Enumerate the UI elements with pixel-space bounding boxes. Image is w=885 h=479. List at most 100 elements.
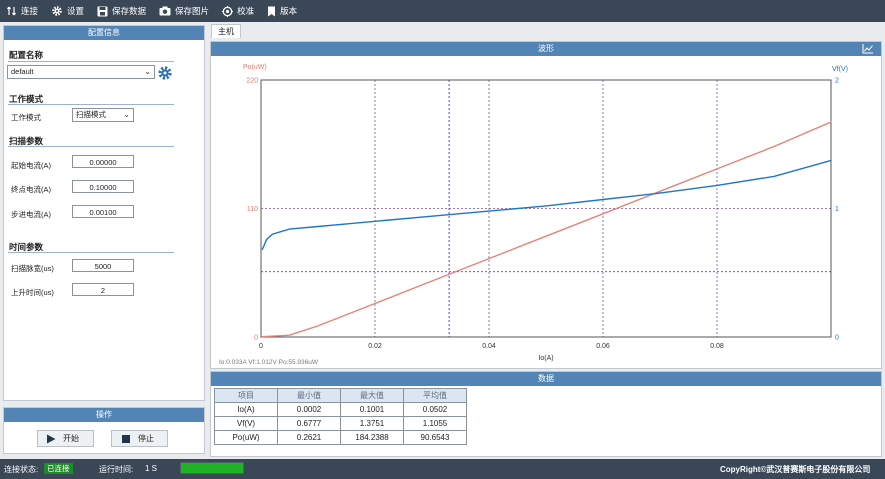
y-left-tick-label: 110 xyxy=(247,206,258,213)
config-name-select[interactable]: default ⌄ xyxy=(7,65,155,79)
operation-panel-header: 操作 xyxy=(4,408,204,422)
stats-table: 项目 最小值 最大值 平均值 Io(A) 0.0002 0.1001 0.050… xyxy=(214,388,467,445)
start-current-label: 起始电流(A) xyxy=(11,161,51,170)
chevron-down-icon: ⌄ xyxy=(144,67,151,76)
runtime-label: 运行时间: xyxy=(99,465,134,474)
table-cell: 0.6777 xyxy=(277,416,341,431)
camera-icon xyxy=(159,6,171,16)
table-cell: 0.0502 xyxy=(403,402,467,417)
config-panel: 配置信息 xyxy=(3,25,205,401)
progress-fill xyxy=(181,463,243,473)
table-cell: 1.3751 xyxy=(340,416,404,431)
connect-button[interactable]: 连接 xyxy=(0,0,44,22)
table-row: Vf(V) 0.6777 1.3751 1.1055 xyxy=(214,416,467,431)
y-left-tick-label: 220 xyxy=(246,78,258,85)
mode-select[interactable]: 扫描模式 ⌄ xyxy=(72,108,134,122)
step-current-label: 步进电流(A) xyxy=(11,210,51,219)
stop-button[interactable]: 停止 xyxy=(111,430,168,447)
table-cell: 90.6543 xyxy=(403,430,467,445)
start-label: 开始 xyxy=(63,434,79,443)
operation-panel: 操作 xyxy=(3,407,205,454)
table-row: Po(uW) 0.2621 184.2388 90.6543 xyxy=(214,430,467,445)
gear-icon xyxy=(52,6,62,16)
table-cell: Vf(V) xyxy=(214,416,278,431)
x-tick-label: 0.02 xyxy=(368,343,382,350)
save-data-label: 保存数据 xyxy=(112,6,147,16)
step-current-input[interactable]: 0.00100 xyxy=(72,205,134,218)
settings-label: 设置 xyxy=(67,6,85,16)
save-data-button[interactable]: 保存数据 xyxy=(90,0,152,22)
config-name-value: default xyxy=(11,67,34,76)
column-header: 项目 xyxy=(214,388,278,403)
waveform-title: 波形 xyxy=(538,44,554,53)
table-cell: Po(uW) xyxy=(214,430,278,445)
x-tick-label: 0.06 xyxy=(596,343,610,350)
y-left-tick-label: 0 xyxy=(254,335,258,342)
bookmark-icon xyxy=(268,6,276,16)
mode-label: 工作模式 xyxy=(11,113,41,122)
version-label: 版本 xyxy=(280,6,298,16)
connect-label: 连接 xyxy=(21,6,39,16)
stop-label: 停止 xyxy=(138,434,154,443)
toolbar: 连接 设置 保存数据 保存图片 校准 版本 xyxy=(0,0,885,22)
config-gear-button[interactable] xyxy=(157,65,173,81)
stop-icon xyxy=(122,434,130,443)
pulse-width-label: 扫描脉宽(us) xyxy=(11,264,54,273)
pulse-width-input[interactable]: 5000 xyxy=(72,259,134,272)
mode-title: 工作模式 xyxy=(9,94,44,104)
version-button[interactable]: 版本 xyxy=(260,0,303,22)
y-right-axis-label: Vf(V) xyxy=(832,66,848,73)
y-right-tick-label: 1 xyxy=(835,206,839,213)
status-bar: 连接状态: 已连接 运行时间: 1 S CopyRight©武汉普赛斯电子股份有… xyxy=(0,459,885,479)
mode-value: 扫描模式 xyxy=(76,110,106,119)
po-series-line xyxy=(262,121,832,338)
table-cell: Io(A) xyxy=(214,402,278,417)
table-cell: 1.1055 xyxy=(403,416,467,431)
table-cell: 0.1001 xyxy=(340,402,404,417)
cursor-readout: Io:0.033A Vf:1.012V Po:55.936uW xyxy=(219,359,319,366)
target-icon xyxy=(222,5,234,17)
chart-icon-button[interactable] xyxy=(862,43,874,54)
play-icon xyxy=(47,434,56,443)
save-image-label: 保存图片 xyxy=(175,6,210,16)
calibrate-button[interactable]: 校准 xyxy=(215,0,260,22)
end-current-label: 终点电流(A) xyxy=(11,185,51,194)
time-params-title: 时间参数 xyxy=(9,242,44,252)
rise-time-input[interactable]: 2 xyxy=(72,283,134,296)
save-icon xyxy=(97,6,108,16)
config-name-title: 配置名称 xyxy=(9,50,44,60)
x-tick-label: 0.08 xyxy=(710,343,724,350)
table-header-row: 项目 最小值 最大值 平均值 xyxy=(214,388,467,403)
end-current-input[interactable]: 0.10000 xyxy=(72,180,134,193)
start-current-input[interactable]: 0.00000 xyxy=(72,155,134,168)
divider xyxy=(8,61,174,62)
column-header: 最小值 xyxy=(277,388,341,403)
data-panel-header: 数据 xyxy=(211,372,881,386)
scan-params-title: 扫描参数 xyxy=(9,136,44,146)
vf-series-line xyxy=(261,159,832,251)
gear-icon xyxy=(158,66,172,80)
config-panel-header: 配置信息 xyxy=(4,26,204,40)
start-button[interactable]: 开始 xyxy=(37,430,94,447)
tab-main[interactable]: 主机 xyxy=(211,24,241,38)
x-tick-label: 0.04 xyxy=(482,343,496,350)
column-header: 最大值 xyxy=(340,388,404,403)
progress-bar xyxy=(180,462,244,474)
chevron-down-icon: ⌄ xyxy=(123,110,130,119)
x-axis-label: Io(A) xyxy=(538,355,553,362)
waveform-panel-header: 波形 xyxy=(211,42,881,56)
divider xyxy=(8,252,174,253)
y-left-axis-label: Po(uW) xyxy=(243,64,267,71)
settings-button[interactable]: 设置 xyxy=(44,0,90,22)
calibrate-label: 校准 xyxy=(237,6,255,16)
column-header: 平均值 xyxy=(403,388,467,403)
x-tick-label: 0 xyxy=(259,343,263,350)
runtime-value: 1 S xyxy=(145,464,158,473)
line-chart-icon xyxy=(862,44,873,54)
connection-status-label: 连接状态: xyxy=(4,465,39,474)
save-image-button[interactable]: 保存图片 xyxy=(152,0,215,22)
divider xyxy=(8,146,174,147)
table-cell: 0.0002 xyxy=(277,402,341,417)
rise-time-label: 上升时间(us) xyxy=(11,288,54,297)
connect-icon xyxy=(7,6,16,16)
